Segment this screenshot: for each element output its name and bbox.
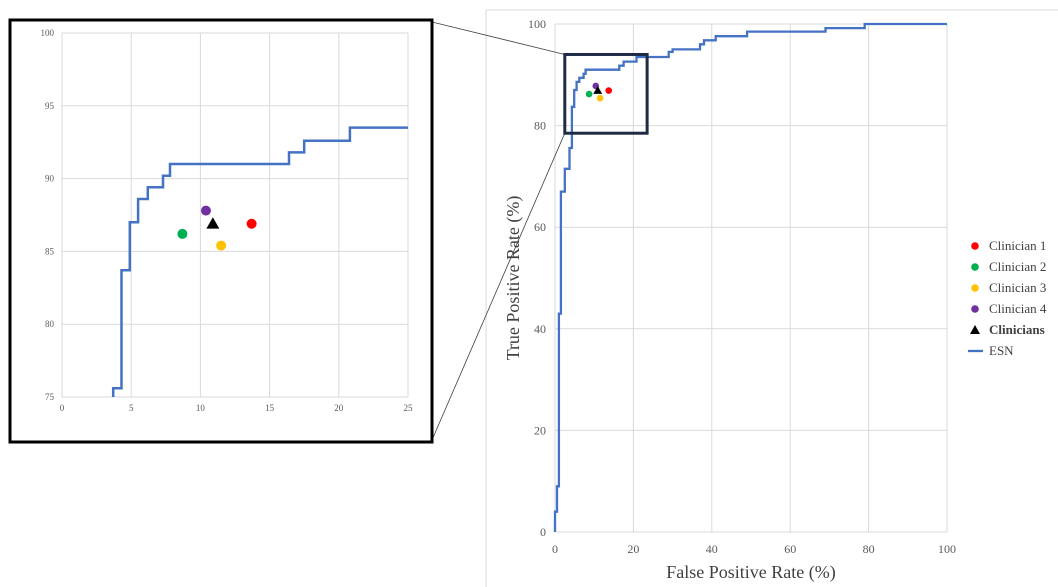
main-y-tick-label: 80 — [534, 119, 546, 133]
legend-marker — [971, 263, 979, 271]
inset-y-tick-label: 95 — [45, 101, 55, 111]
main-x-tick-label: 80 — [863, 542, 875, 556]
point-clinicians-mean — [593, 86, 603, 94]
inset-x-tick-label: 20 — [334, 403, 344, 413]
point-clinician-3 — [596, 94, 604, 102]
x-axis-title: False Positive Rate (%) — [666, 562, 835, 583]
point-clinician-1 — [605, 87, 613, 94]
main-x-tick-label: 60 — [784, 542, 796, 556]
zoom-highlight-box — [563, 52, 649, 135]
legend-label: Clinician 1 — [989, 238, 1046, 253]
legend-label: Clinician 4 — [989, 301, 1047, 316]
inset-y-tick-label: 100 — [41, 28, 55, 38]
main-y-tick-label: 0 — [540, 525, 546, 539]
inset-x-tick-label: 10 — [196, 403, 206, 413]
legend-marker — [971, 242, 979, 250]
legend: Clinician 1 Clinician 2 Clinician 3 Clinici… — [968, 238, 1047, 358]
esn-roc-curve — [111, 126, 408, 397]
zoom-connector-lines — [431, 21, 566, 441]
y-axis-title: True Positive Rate (%) — [503, 196, 524, 361]
inset-x-tick-label: 5 — [129, 403, 134, 413]
inset-y-tick-label: 75 — [45, 392, 55, 402]
inset-x-tick-label: 0 — [60, 403, 65, 413]
main-y-tick-label: 40 — [534, 322, 546, 336]
point-clinician-4 — [200, 205, 211, 216]
legend-marker — [971, 284, 979, 292]
main-x-tick-label: 100 — [938, 542, 956, 556]
main-x-tick-label: 20 — [627, 542, 639, 556]
legend-label: Clinician 2 — [989, 259, 1046, 274]
point-clinician-2 — [585, 90, 593, 98]
legend-marker — [971, 305, 979, 313]
inset-x-tick-label: 15 — [265, 403, 275, 413]
inset-y-tick-label: 80 — [45, 319, 55, 329]
main-y-tick-label: 20 — [534, 423, 546, 437]
tick-labels: 0 20 40 60 80 100 0 20 40 60 80 100 75 80 85 90 95 100 0 5 1… — [41, 17, 957, 556]
inset-y-tick-label: 85 — [45, 246, 55, 256]
main-y-tick-label: 60 — [534, 220, 546, 234]
main-gridlines — [554, 23, 948, 533]
zoom-connector-line — [431, 133, 566, 441]
esn-roc-curve — [553, 22, 947, 532]
point-clinician-3 — [216, 240, 227, 251]
main-x-tick-label: 0 — [552, 542, 558, 556]
inset-frame — [8, 18, 434, 444]
legend-label: Clinician 3 — [989, 280, 1046, 295]
inset-y-tick-label: 90 — [45, 174, 55, 184]
inset-x-tick-label: 25 — [404, 403, 414, 413]
legend-label: Clinicians — [989, 322, 1045, 337]
point-clinician-1 — [246, 218, 257, 229]
main-plot-series — [553, 22, 947, 532]
point-clinicians-mean — [206, 217, 220, 229]
point-clinician-2 — [177, 228, 188, 239]
inset-gridlines — [61, 32, 409, 398]
inset-plot-series — [111, 126, 408, 397]
legend-marker — [970, 325, 980, 334]
legend-label: ESN — [989, 343, 1014, 358]
main-x-tick-label: 40 — [706, 542, 718, 556]
zoom-connector-line — [431, 21, 565, 55]
main-y-tick-label: 100 — [528, 17, 546, 31]
